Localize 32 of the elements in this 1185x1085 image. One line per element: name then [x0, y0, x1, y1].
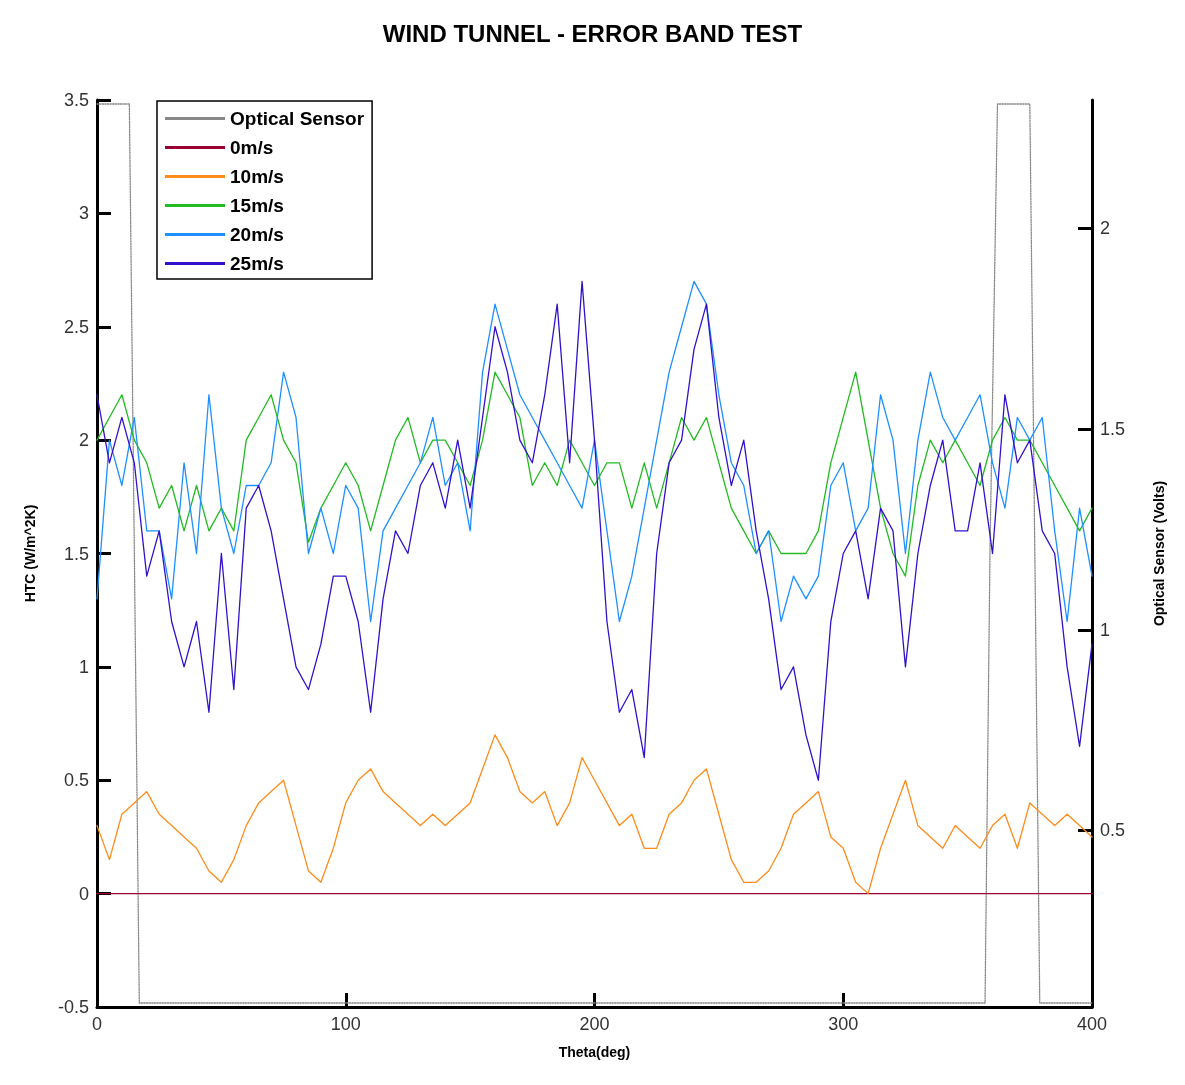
- y2-tick-label: 2: [1100, 218, 1111, 239]
- legend-label: Optical Sensor: [230, 108, 365, 129]
- y-tick-label: -0.5: [57, 997, 89, 1017]
- y2-axis-title: Optical Sensor (Volts): [1151, 480, 1167, 627]
- y-axis-title: HTC (W/m^2K): [22, 504, 38, 603]
- line-series: [96, 280, 1093, 623]
- line-series: [96, 280, 1093, 781]
- legend-label: 15m/s: [230, 195, 284, 216]
- legend-label: 0m/s: [230, 137, 274, 158]
- y2-tick-label: 1.5: [1100, 419, 1126, 440]
- y2-tick-label: 1: [1100, 619, 1111, 640]
- x-tick-label: 0: [91, 1014, 103, 1034]
- chart-title: WIND TUNNEL - ERROR BAND TEST: [382, 19, 803, 47]
- y2-tick-label: 0.5: [1100, 820, 1126, 841]
- y-tick-label: 0.5: [63, 770, 89, 791]
- legend-label: 20m/s: [230, 224, 284, 245]
- line-series: [96, 371, 1093, 577]
- legend-label: 25m/s: [230, 253, 284, 274]
- y-tick-label: 3: [78, 203, 89, 224]
- y-tick-label: 1: [78, 656, 89, 677]
- y-tick-label: 0: [78, 883, 89, 904]
- y-tick-label: 2: [78, 430, 89, 451]
- line-series: [96, 734, 1093, 895]
- y-tick-label: 2.5: [63, 316, 89, 337]
- x-tick-label: 100: [330, 1014, 361, 1034]
- x-axis-title: Theta(deg): [558, 1044, 631, 1060]
- y-tick-label: 1.5: [63, 543, 89, 564]
- legend-label: 10m/s: [230, 166, 284, 187]
- x-tick-label: 300: [828, 1014, 859, 1034]
- y-tick-label: 3.5: [63, 90, 89, 110]
- x-tick-label: 200: [579, 1014, 610, 1034]
- x-tick-label: 400: [1076, 1014, 1108, 1034]
